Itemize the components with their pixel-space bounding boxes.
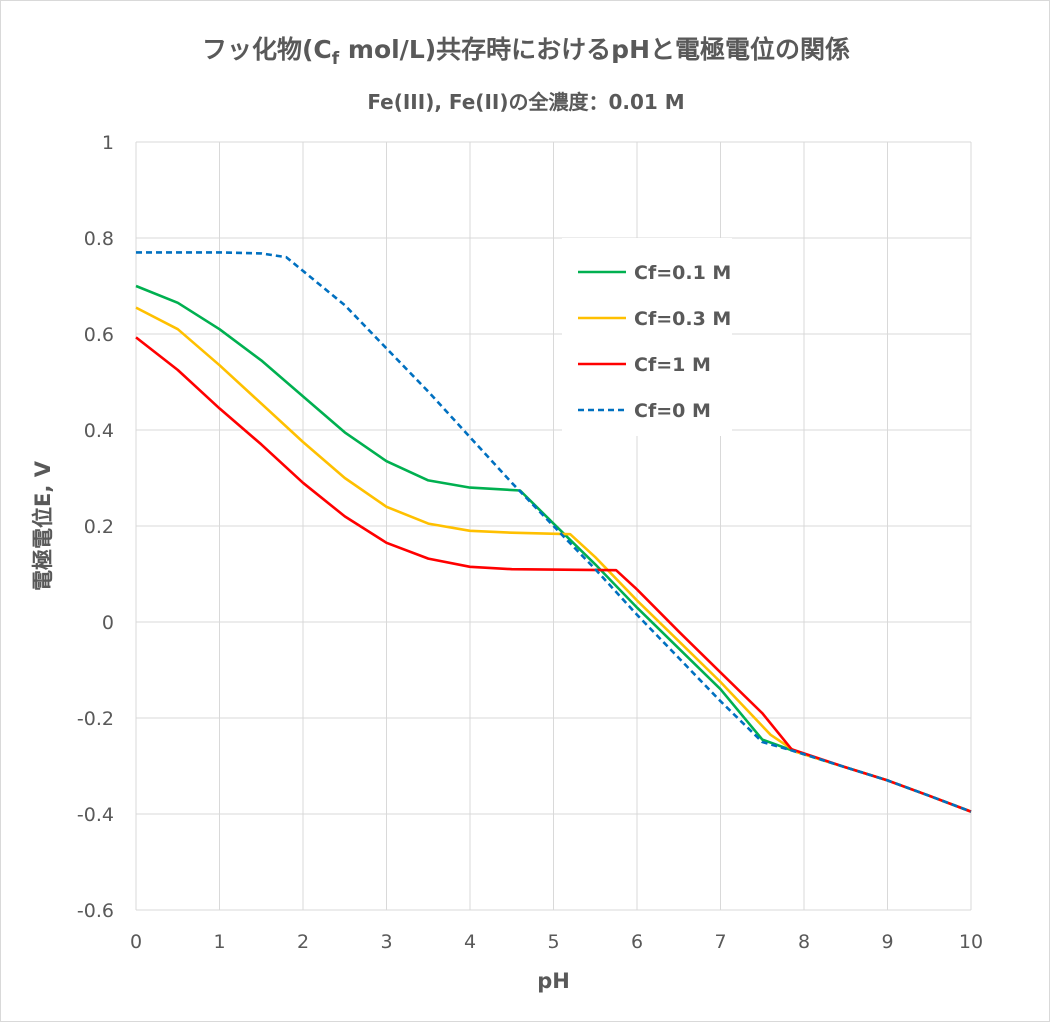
y-axis-title: 電極電位E, V: [31, 460, 55, 591]
grid-lines: [135, 141, 972, 911]
y-tick-label: 0.4: [84, 420, 114, 442]
chart-title-subscript: f: [331, 49, 340, 69]
legend: Cf=0.1 M Cf=0.3 M Cf=1 M Cf=0 M: [578, 262, 731, 422]
legend-label: Cf=0.1 M: [634, 262, 731, 284]
y-tick-label: 0.2: [84, 516, 114, 538]
x-tick-label: 0: [130, 931, 142, 953]
x-tick-label: 2: [297, 931, 309, 953]
x-tick-label: 7: [714, 931, 726, 953]
series-line-cf-1-m: [135, 336, 972, 813]
chart-title: フッ化物(Cf mol/L)共存時におけるpHと電極電位の関係: [202, 35, 850, 69]
y-tick-label: 0.6: [84, 324, 114, 346]
y-tick-label: -0.4: [77, 804, 114, 826]
x-tick-labels: 0 1 2 3 4 5 6 7 8 9 10: [130, 931, 983, 953]
x-tick-label: 3: [380, 931, 392, 953]
legend-label: Cf=1 M: [634, 354, 711, 376]
x-tick-label: 9: [881, 931, 893, 953]
y-tick-label: 0.8: [84, 228, 114, 250]
x-axis-title: pH: [537, 969, 570, 993]
x-tick-label: 5: [547, 931, 559, 953]
series-layer: [135, 251, 972, 813]
x-tick-label: 1: [213, 931, 225, 953]
series-line-cf-0-m: [136, 251, 972, 813]
x-tick-label: 4: [464, 931, 476, 953]
x-tick-label: 6: [631, 931, 643, 953]
legend-label: Cf=0.3 M: [634, 308, 731, 330]
chart-subtitle: Fe(III), Fe(II)の全濃度：0.01 M: [367, 90, 685, 114]
y-tick-label: 1: [102, 132, 114, 154]
x-tick-label: 8: [798, 931, 810, 953]
y-tick-labels: 1 0.8 0.6 0.4 0.2 0 -0.2 -0.4 -0.6: [77, 132, 114, 922]
x-tick-label: 10: [959, 931, 983, 953]
legend-label: Cf=0 M: [634, 400, 711, 422]
y-tick-label: -0.2: [77, 708, 114, 730]
y-tick-label: 0: [102, 612, 114, 634]
y-tick-label: -0.6: [77, 900, 114, 922]
